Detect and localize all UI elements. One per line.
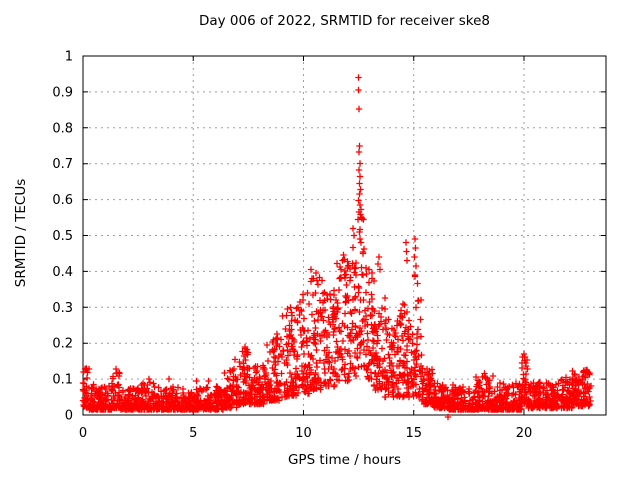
y-tick-label: 0.3 <box>52 301 73 316</box>
y-tick-label: 0.6 <box>52 193 73 208</box>
y-tick-label: 0.8 <box>52 121 73 136</box>
y-tick-label: 1 <box>65 50 73 65</box>
x-tick-label: 20 <box>516 426 533 441</box>
x-tick-label: 5 <box>189 426 197 441</box>
y-tick-label: 0 <box>65 409 73 424</box>
x-tick-label: 0 <box>79 426 87 441</box>
y-tick-label: 0.5 <box>52 229 73 244</box>
y-tick-label: 0.9 <box>52 85 73 100</box>
gridlines <box>83 56 606 415</box>
axis-ticks <box>82 55 606 416</box>
x-axis-label: GPS time / hours <box>287 452 402 468</box>
y-tick-label: 0.7 <box>52 157 73 172</box>
chart-title: Day 006 of 2022, SRMTID for receiver ske… <box>198 13 491 29</box>
x-tick-label: 10 <box>295 426 312 441</box>
y-tick-label: 0.2 <box>52 337 73 352</box>
scatter-points <box>79 74 595 421</box>
y-tick-label: 0.1 <box>52 373 73 388</box>
y-axis-label: SRMTID / TECUs <box>13 178 29 288</box>
x-tick-label: 15 <box>405 426 422 441</box>
y-tick-label: 0.4 <box>52 265 73 280</box>
